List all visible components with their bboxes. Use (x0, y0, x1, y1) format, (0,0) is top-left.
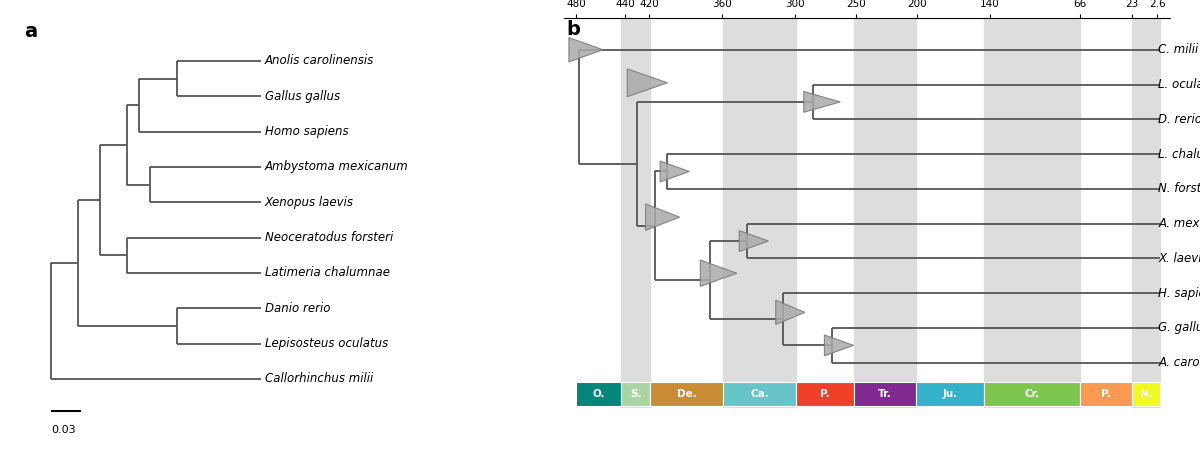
Text: G. gallus: G. gallus (1158, 321, 1200, 335)
Text: N. forsteri: N. forsteri (1158, 183, 1200, 195)
Bar (797, 382, 853, 406)
Text: X. laevis: X. laevis (1158, 252, 1200, 265)
Text: 0.03: 0.03 (50, 425, 76, 435)
Text: Tr.: Tr. (877, 389, 892, 399)
Bar (916, 382, 984, 406)
Text: Latimeria chalumnae: Latimeria chalumnae (265, 266, 390, 279)
Text: N.: N. (1140, 389, 1153, 399)
Text: Danio rerio: Danio rerio (265, 302, 330, 315)
Bar (1133, 18, 1160, 408)
Text: De.: De. (677, 389, 697, 399)
Text: Xenopus laevis: Xenopus laevis (265, 196, 354, 209)
Bar (576, 382, 622, 406)
Bar (984, 18, 1080, 408)
Bar (622, 18, 650, 408)
Text: Homo sapiens: Homo sapiens (265, 125, 348, 138)
Bar (724, 18, 797, 408)
Text: Cr.: Cr. (1025, 389, 1039, 399)
Bar (984, 382, 1080, 406)
Text: P.: P. (820, 389, 830, 399)
Bar (1080, 382, 1133, 406)
Text: Ca.: Ca. (750, 389, 769, 399)
Text: Ambystoma mexicanum: Ambystoma mexicanum (265, 160, 408, 173)
Text: A. mexicanum: A. mexicanum (1158, 217, 1200, 230)
Text: A. carolinensis: A. carolinensis (1158, 356, 1200, 369)
Bar (622, 382, 650, 406)
Text: Gallus gallus: Gallus gallus (265, 90, 340, 103)
Text: L. oculatus: L. oculatus (1158, 78, 1200, 91)
Text: Callorhinchus milii: Callorhinchus milii (265, 372, 373, 385)
Bar (1133, 382, 1160, 406)
Bar (853, 382, 916, 406)
Text: H. sapiens: H. sapiens (1158, 287, 1200, 300)
Text: b: b (566, 20, 581, 39)
Polygon shape (660, 161, 689, 182)
Polygon shape (775, 300, 805, 325)
Text: C. milii: C. milii (1158, 43, 1199, 56)
Text: Ju.: Ju. (942, 389, 958, 399)
Text: L. chalumnae: L. chalumnae (1158, 148, 1200, 160)
Text: O.: O. (593, 389, 605, 399)
Bar (650, 382, 724, 406)
Text: Neoceratodus forsteri: Neoceratodus forsteri (265, 231, 394, 244)
Bar (853, 18, 916, 408)
Text: a: a (24, 22, 37, 41)
Text: Anolis carolinensis: Anolis carolinensis (265, 54, 374, 67)
Polygon shape (804, 91, 840, 112)
Text: P.: P. (1102, 389, 1111, 399)
Polygon shape (739, 230, 768, 251)
Polygon shape (628, 69, 667, 97)
Text: Lepisosteus oculatus: Lepisosteus oculatus (265, 337, 388, 350)
Text: D. rerio: D. rerio (1158, 113, 1200, 126)
Polygon shape (824, 335, 853, 356)
Bar (724, 382, 797, 406)
Text: S.: S. (630, 389, 642, 399)
Polygon shape (646, 204, 679, 230)
Polygon shape (701, 260, 737, 286)
Polygon shape (569, 37, 602, 62)
